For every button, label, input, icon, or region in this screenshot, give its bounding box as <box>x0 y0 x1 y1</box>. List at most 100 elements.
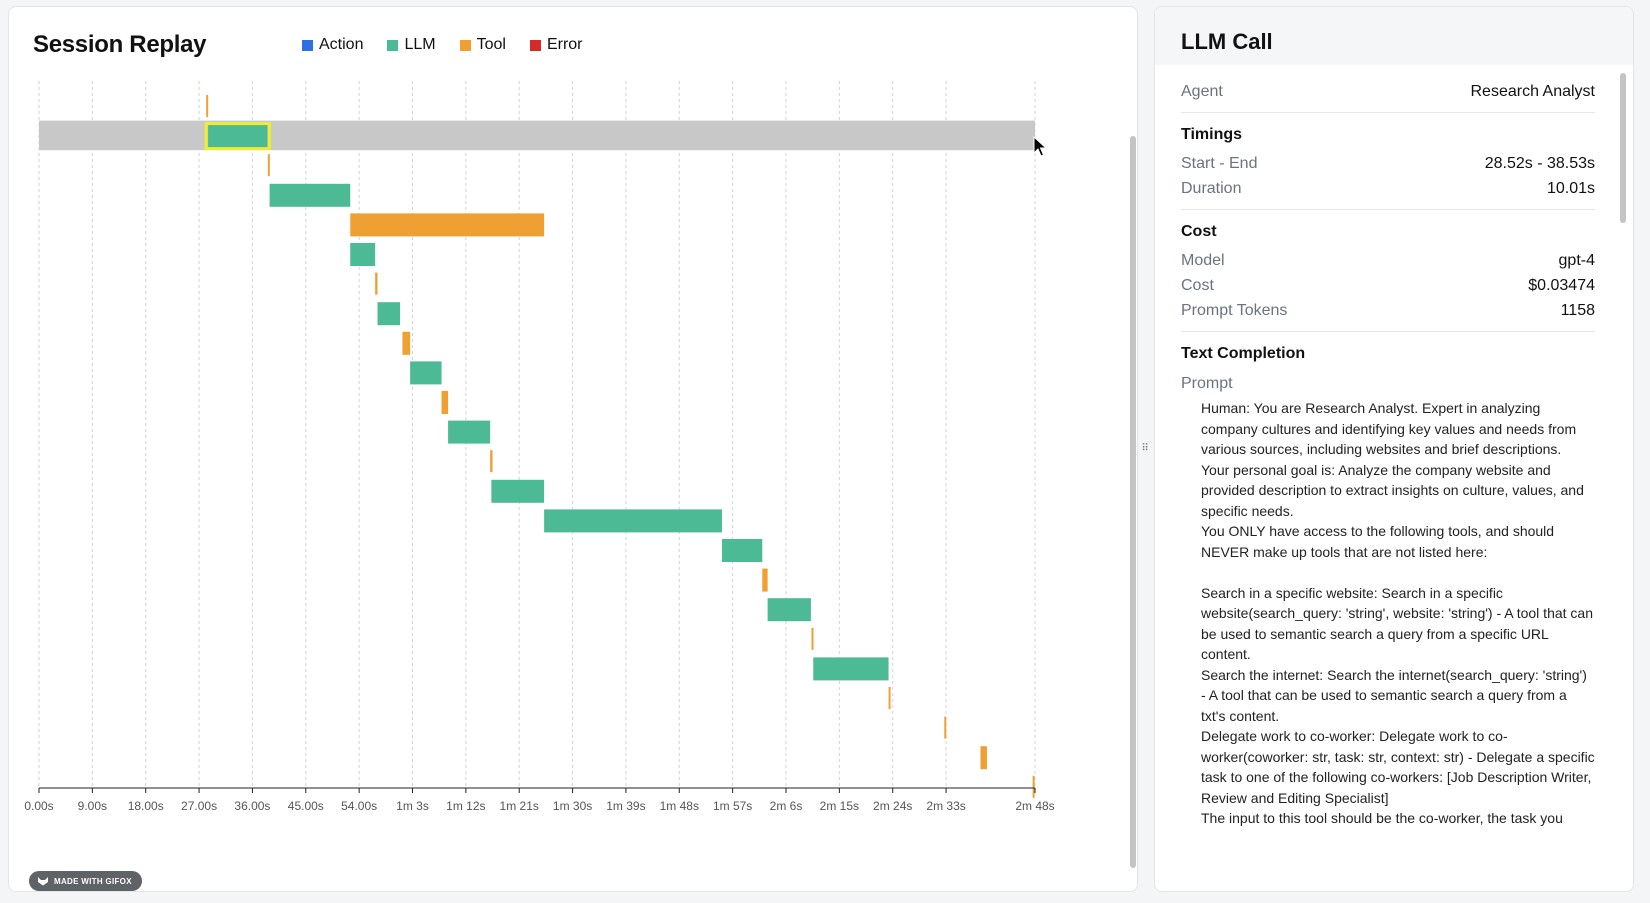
x-axis-tick-label: 36.00s <box>234 799 270 813</box>
legend-swatch-action <box>302 39 313 51</box>
x-axis-tick-label: 1m 30s <box>553 799 592 813</box>
x-axis-tick-label: 1m 12s <box>446 799 485 813</box>
x-axis-tick-label: 2m 48s <box>1015 799 1054 813</box>
event-bar-tool[interactable] <box>888 687 891 709</box>
agent-value: Research Analyst <box>1470 83 1595 100</box>
x-axis-tick-label: 27.00s <box>181 799 217 813</box>
timings-title: Timings <box>1181 126 1243 143</box>
watermark-text: MADE WITH GIFOX <box>54 876 132 886</box>
divider <box>1181 331 1595 332</box>
event-bar-tool[interactable] <box>206 95 209 117</box>
x-axis-tick-label: 2m 33s <box>926 799 965 813</box>
x-axis-tick-label: 1m 21s <box>500 799 539 813</box>
event-bar-tool[interactable] <box>980 746 987 770</box>
start-end-row: Start - End 28.52s - 38.53s <box>1181 151 1595 176</box>
event-bar-tool[interactable] <box>1032 775 1035 798</box>
event-bar-llm[interactable] <box>813 657 889 681</box>
legend-swatch-llm <box>387 39 399 51</box>
prompt-text: Human: You are Research Analyst. Expert … <box>1201 400 1595 826</box>
chart-legend: Action LLM Tool Error <box>302 36 583 54</box>
event-bar-tool[interactable] <box>375 272 378 295</box>
x-axis-tick-label: 1m 3s <box>396 799 429 813</box>
start-end-label: Start - End <box>1181 155 1258 172</box>
x-axis-tick-label: 1m 48s <box>660 799 699 813</box>
event-bar-llm[interactable] <box>208 124 268 148</box>
model-label: Model <box>1181 252 1225 269</box>
cost-row: Cost $0.03474 <box>1181 273 1595 298</box>
event-bar-llm[interactable] <box>767 598 811 622</box>
prompt-label: Prompt <box>1181 375 1233 392</box>
fox-icon <box>38 877 48 886</box>
legend-label-action: Action <box>319 36 364 53</box>
cost-label: Cost <box>1181 277 1214 294</box>
legend-item-llm[interactable]: LLM <box>387 36 436 54</box>
agent-label: Agent <box>1181 83 1223 100</box>
tokens-value: 1158 <box>1560 302 1595 319</box>
event-bar-tool[interactable] <box>267 154 270 177</box>
panel-resize-handle[interactable]: ⠿ <box>1141 443 1149 454</box>
mouse-cursor-icon <box>1033 136 1048 157</box>
duration-label: Duration <box>1181 180 1242 197</box>
timeline-scrollbar-thumb[interactable] <box>1130 136 1136 868</box>
x-axis-tick-label: 2m 15s <box>820 799 859 813</box>
event-bar-llm[interactable] <box>544 509 722 533</box>
event-bar-llm[interactable] <box>721 539 763 562</box>
agent-row: Agent Research Analyst <box>1181 79 1595 104</box>
x-axis-tick-label: 0.00s <box>24 799 53 813</box>
tokens-label: Prompt Tokens <box>1181 302 1288 319</box>
event-bar-tool[interactable] <box>944 716 947 739</box>
start-end-value: 28.52s - 38.53s <box>1484 155 1595 172</box>
legend-swatch-tool <box>459 39 471 51</box>
detail-scrollbar[interactable] <box>1617 65 1629 885</box>
cost-title: Cost <box>1181 223 1217 240</box>
tokens-row: Prompt Tokens 1158 <box>1181 298 1595 323</box>
timeline-chart[interactable]: 0.00s 9.00s 18.00s 27.00s 36.00s 45.00s 54.00s… <box>9 7 1127 867</box>
divider <box>1181 209 1595 210</box>
model-value: gpt-4 <box>1558 252 1595 269</box>
detail-scrollbar-thumb[interactable] <box>1620 73 1626 223</box>
legend-item-action[interactable]: Action <box>302 36 363 54</box>
event-bar-llm[interactable] <box>410 361 442 385</box>
selected-event-outline <box>204 122 271 151</box>
detail-panel: LLM Call Agent Research Analyst Timings … <box>1154 6 1634 892</box>
event-bar-llm[interactable] <box>350 243 376 266</box>
event-bar-llm[interactable] <box>377 302 401 326</box>
legend-swatch-error <box>529 39 541 51</box>
legend-label-error: Error <box>546 36 583 53</box>
legend-item-tool[interactable]: Tool <box>459 36 506 54</box>
timeline-scrollbar[interactable] <box>1127 83 1139 873</box>
event-bar-tool[interactable] <box>762 568 768 592</box>
detail-title: LLM Call <box>1181 29 1273 54</box>
x-axis-tick-label: 1m 39s <box>606 799 645 813</box>
event-bar-tool[interactable] <box>490 450 493 473</box>
legend-item-error[interactable]: Error <box>529 36 583 54</box>
session-replay-panel: Session Replay Action LLM Tool Error 0.0… <box>8 6 1138 892</box>
event-bar-llm[interactable] <box>269 183 351 207</box>
legend-label-tool: Tool <box>476 36 506 53</box>
event-bar-tool[interactable] <box>441 391 449 414</box>
gifox-watermark: MADE WITH GIFOX <box>29 871 142 891</box>
completion-title: Text Completion <box>1181 345 1306 362</box>
duration-row: Duration 10.01s <box>1181 176 1595 201</box>
x-axis-tick-label: 2m 24s <box>873 799 912 813</box>
event-bar-tool[interactable] <box>811 627 814 650</box>
duration-value: 10.01s <box>1546 180 1595 197</box>
x-axis-tick-label: 54.00s <box>341 799 377 813</box>
detail-header: LLM Call <box>1155 7 1633 65</box>
event-bar-tool[interactable] <box>402 331 411 355</box>
x-axis-tick-label: 9.00s <box>78 799 107 813</box>
selected-row-highlight <box>39 120 1035 151</box>
event-bar-llm[interactable] <box>448 420 491 444</box>
detail-body: Agent Research Analyst Timings Start - E… <box>1181 79 1595 858</box>
x-axis-tick-label: 45.00s <box>288 799 324 813</box>
event-bar-llm[interactable] <box>491 479 545 503</box>
event-bar-tool[interactable] <box>350 213 545 237</box>
divider <box>1181 112 1595 113</box>
model-row: Model gpt-4 <box>1181 248 1595 273</box>
cost-value: $0.03474 <box>1528 277 1595 294</box>
x-axis-tick-label: 1m 57s <box>713 799 752 813</box>
x-axis-tick-label: 2m 6s <box>770 799 803 813</box>
x-axis-tick-label: 18.00s <box>128 799 164 813</box>
legend-label-llm: LLM <box>404 36 436 53</box>
page-title: Session Replay <box>33 31 207 58</box>
